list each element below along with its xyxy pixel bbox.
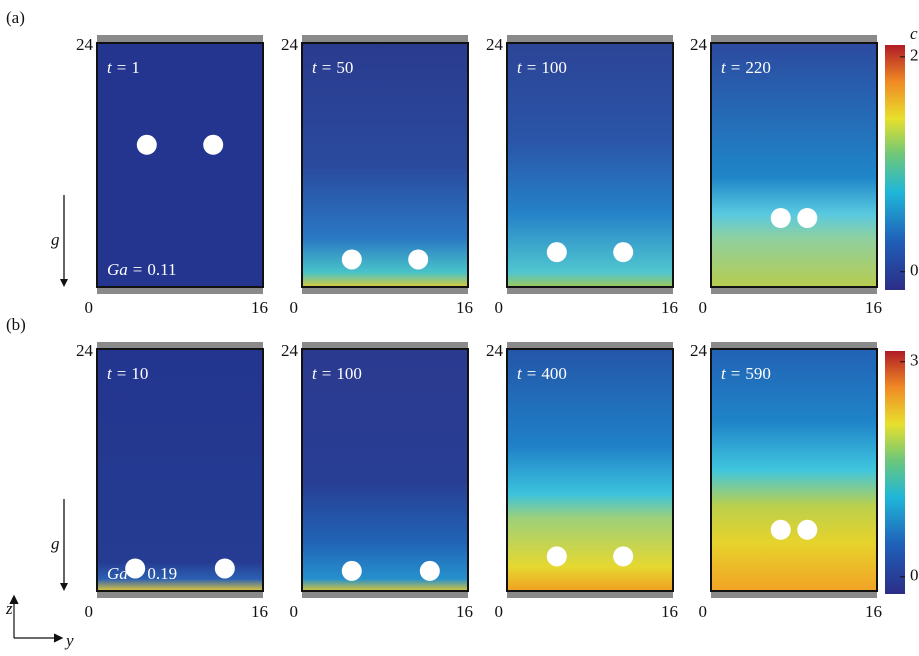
colorbar-label: c — [910, 24, 918, 43]
field — [507, 349, 673, 591]
z-tick: 24 — [76, 35, 94, 54]
gravity-head — [60, 583, 68, 591]
z-tick: 24 — [76, 341, 94, 360]
particle — [547, 546, 567, 566]
ga-label: Ga =0.19 — [107, 564, 177, 583]
y-tick: 0 — [699, 298, 708, 317]
field — [711, 349, 877, 591]
time-value: 50 — [336, 58, 353, 77]
time-value: 590 — [745, 364, 771, 383]
particle — [613, 242, 633, 262]
ga-symbol: Ga — [107, 564, 128, 583]
colorbar-tick-label: 0 — [910, 566, 919, 585]
y-tick: 0 — [290, 602, 299, 621]
y-tick: 0 — [699, 602, 708, 621]
time-equals: = — [731, 58, 741, 77]
z-tick: 24 — [690, 35, 708, 54]
y-tick: 16 — [456, 298, 473, 317]
field — [97, 43, 263, 287]
particle — [771, 208, 791, 228]
colorbar-tick-label: 2 — [910, 46, 919, 65]
z-tick: 24 — [690, 341, 708, 360]
row-label: (a) — [6, 8, 25, 27]
time-value: 220 — [745, 58, 771, 77]
y-tick: 16 — [251, 298, 268, 317]
field — [507, 43, 673, 287]
ga-equals: = — [133, 564, 143, 583]
time-value: 400 — [541, 364, 567, 383]
particle — [797, 520, 817, 540]
particle — [613, 546, 633, 566]
gravity-label: g — [51, 534, 60, 553]
ga-value: 0.19 — [147, 564, 177, 583]
particle — [203, 135, 223, 155]
particle — [342, 561, 362, 581]
y-label: y — [64, 631, 74, 650]
y-tick: 16 — [661, 602, 678, 621]
colorbar-tick-label: 0 — [910, 261, 919, 280]
time-value: 10 — [131, 364, 148, 383]
y-tick: 0 — [495, 602, 504, 621]
ga-value: 0.11 — [147, 260, 176, 279]
z-tick: 24 — [486, 35, 504, 54]
row-label: (b) — [6, 315, 26, 334]
time-equals: = — [731, 364, 741, 383]
particle — [420, 561, 440, 581]
time-equals: = — [527, 58, 537, 77]
y-tick: 0 — [85, 298, 94, 317]
time-value: 1 — [131, 58, 140, 77]
field — [302, 43, 468, 287]
time-equals: = — [322, 58, 332, 77]
particle — [797, 208, 817, 228]
particle — [771, 520, 791, 540]
particle — [408, 249, 428, 269]
z-label: z — [5, 599, 13, 618]
gravity-head — [60, 279, 68, 287]
y-tick: 16 — [865, 298, 882, 317]
y-tick: 16 — [865, 602, 882, 621]
y-tick: 16 — [456, 602, 473, 621]
time-value: 100 — [541, 58, 567, 77]
gravity-label: g — [51, 230, 60, 249]
field — [711, 43, 877, 287]
time-value: 100 — [336, 364, 362, 383]
particle — [547, 242, 567, 262]
particle — [215, 558, 235, 578]
z-tick: 24 — [486, 341, 504, 360]
axes-indicator — [10, 596, 62, 642]
ga-symbol: Ga — [107, 260, 128, 279]
y-tick: 0 — [495, 298, 504, 317]
particle — [137, 135, 157, 155]
field — [97, 349, 263, 591]
colorbar — [885, 45, 905, 290]
y-tick: 16 — [251, 602, 268, 621]
ga-label: Ga =0.11 — [107, 260, 177, 279]
figure: (a)t=124016Ga=0.11gt=5024016t=10024016t=… — [0, 0, 919, 656]
colorbar-tick-label: 3 — [910, 351, 919, 370]
field — [302, 349, 468, 591]
colorbar — [885, 351, 905, 594]
z-tick: 24 — [281, 35, 299, 54]
y-tick: 16 — [661, 298, 678, 317]
time-equals: = — [117, 364, 127, 383]
time-equals: = — [527, 364, 537, 383]
y-tick: 0 — [290, 298, 299, 317]
y-tick: 0 — [85, 602, 94, 621]
particle — [342, 249, 362, 269]
time-equals: = — [322, 364, 332, 383]
ga-equals: = — [133, 260, 143, 279]
time-equals: = — [117, 58, 127, 77]
z-tick: 24 — [281, 341, 299, 360]
